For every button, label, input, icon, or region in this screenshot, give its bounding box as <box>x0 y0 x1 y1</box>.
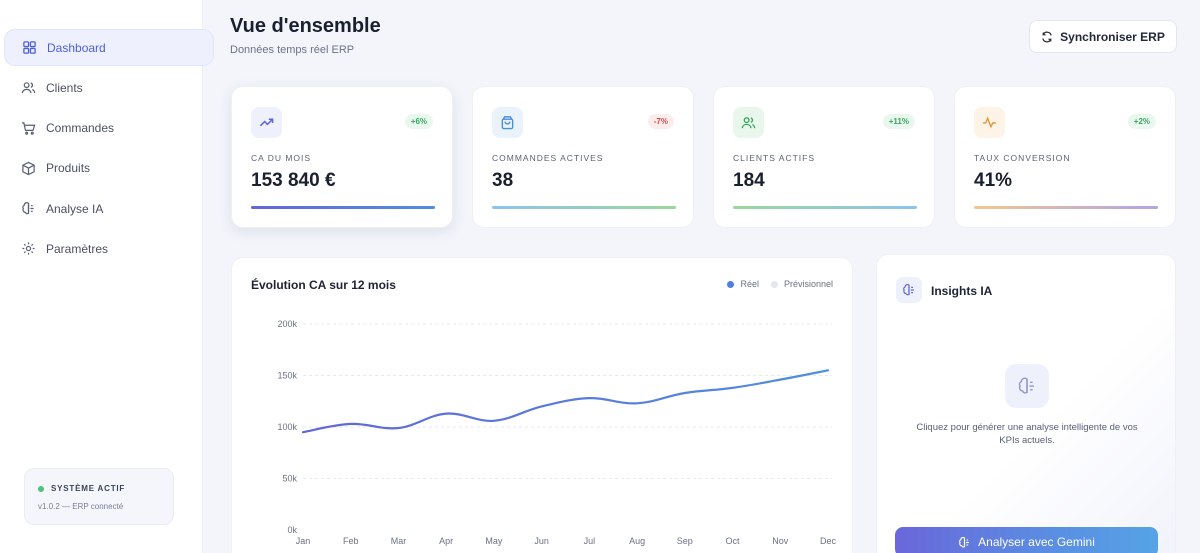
y-tick-label: 100k <box>277 422 297 432</box>
sidebar-item-dashboard[interactable]: Dashboard <box>4 29 214 66</box>
legend-item-previsionnel[interactable]: Prévisionnel <box>770 279 833 289</box>
x-tick-label: Jul <box>584 536 596 546</box>
x-tick-label: Aug <box>629 536 645 546</box>
kpi-value: 41% <box>974 170 1013 191</box>
kpi-value: 38 <box>492 170 514 191</box>
brain-icon <box>1018 377 1034 394</box>
kpi-progress-bar <box>733 206 917 209</box>
kpi-card-conversion[interactable]: +2% TAUX CONVERSION 41% <box>954 86 1176 228</box>
x-tick-label: Feb <box>343 536 359 546</box>
kpi-label: COMMANDES ACTIVES <box>492 153 604 163</box>
series-line-reel <box>301 369 830 434</box>
refresh-icon <box>1042 31 1052 42</box>
sidebar-item-label: Produits <box>46 161 91 176</box>
y-tick-label: 0k <box>287 525 297 535</box>
analyze-gemini-label: Analyser avec Gemini <box>978 535 1095 549</box>
chart-title: Évolution CA sur 12 mois <box>251 278 396 292</box>
sync-erp-button[interactable]: Synchroniser ERP <box>1029 20 1177 53</box>
kpi-trend-badge: +11% <box>882 114 915 129</box>
activity-icon <box>982 116 997 129</box>
kpi-card-ca[interactable]: +6% CA DU MOIS 153 840 € <box>231 86 453 228</box>
sidebar-nav: Dashboard Clients Commandes Produits Ana… <box>4 29 214 271</box>
kpi-progress-bar <box>251 206 435 209</box>
insights-card: Insights IA Cliquez pour générer une ana… <box>876 254 1176 553</box>
system-version: v1.0.2 — ERP connecté <box>38 502 124 511</box>
kpi-icon-box <box>733 107 764 138</box>
analyze-gemini-button[interactable]: Analyser avec Gemini <box>895 527 1158 553</box>
dashboard-grid-icon <box>22 40 37 55</box>
sidebar-item-label: Commandes <box>46 121 115 136</box>
x-tick-label: Nov <box>772 536 789 546</box>
gear-icon <box>21 241 36 256</box>
revenue-chart-card: 0k 50k 100k 150k 200k Jan Feb Mar Apr May Jun Jul Au… <box>231 257 853 553</box>
insights-placeholder-icon-box <box>1005 364 1049 408</box>
x-tick-label: May <box>485 536 503 546</box>
users-icon <box>21 80 36 95</box>
shopping-cart-icon <box>21 121 36 136</box>
legend-label: Prévisionnel <box>783 279 833 289</box>
sidebar-item-label: Dashboard <box>47 40 106 55</box>
kpi-value: 153 840 € <box>251 170 336 191</box>
kpi-progress-bar <box>492 206 676 209</box>
y-tick-label: 150k <box>277 371 297 381</box>
chart-legend: Réel Prévisionnel <box>715 279 833 289</box>
legend-dot-icon <box>770 280 778 288</box>
status-dot-icon <box>38 485 44 492</box>
kpi-label: TAUX CONVERSION <box>974 153 1071 163</box>
insights-title: Insights IA <box>931 284 993 298</box>
legend-item-reel[interactable]: Réel <box>727 279 759 289</box>
kpi-icon-box <box>251 107 282 138</box>
kpi-card-clients[interactable]: +11% CLIENTS ACTIFS 184 <box>713 86 935 228</box>
kpi-trend-badge: +2% <box>1127 114 1156 129</box>
sidebar-item-produits[interactable]: Produits <box>4 150 214 187</box>
system-status-card: SYSTÈME ACTIF v1.0.2 — ERP connecté <box>24 468 174 525</box>
x-tick-label: Mar <box>391 536 407 546</box>
kpi-trend-badge: -7% <box>647 114 674 129</box>
system-status-label: SYSTÈME ACTIF <box>51 484 126 493</box>
x-tick-label: Jun <box>534 536 549 546</box>
y-tick-label: 50k <box>282 474 297 484</box>
x-tick-label: Sep <box>677 536 693 546</box>
kpi-label: CA DU MOIS <box>251 153 312 163</box>
x-tick-label: Jan <box>296 536 311 546</box>
insights-prompt-text: Cliquez pour générer une analyse intelli… <box>916 422 1138 446</box>
system-status: SYSTÈME ACTIF <box>38 484 160 493</box>
users-icon <box>741 117 756 129</box>
sidebar-item-analyse-ia[interactable]: Analyse IA <box>4 190 214 227</box>
brain-icon <box>21 201 36 216</box>
x-tick-label: Dec <box>820 536 837 546</box>
sidebar-item-commandes[interactable]: Commandes <box>4 110 214 147</box>
kpi-trend-badge: +6% <box>404 114 433 129</box>
page-subtitle: Données temps réel ERP <box>230 44 355 56</box>
legend-label: Réel <box>740 279 759 289</box>
sidebar-item-label: Analyse IA <box>46 201 104 216</box>
sidebar-item-label: Clients <box>46 80 83 95</box>
brain-icon <box>959 536 970 548</box>
x-tick-label: Oct <box>726 536 741 546</box>
kpi-icon-box <box>974 107 1005 138</box>
page-title: Vue d'ensemble <box>230 15 381 37</box>
trending-up-icon <box>259 118 274 127</box>
kpi-value: 184 <box>733 170 765 191</box>
shopping-bag-icon <box>501 116 514 130</box>
brain-icon <box>903 284 914 296</box>
sidebar-item-label: Paramètres <box>46 241 109 256</box>
legend-dot-icon <box>727 280 735 288</box>
kpi-progress-bar <box>974 206 1158 209</box>
insights-icon-box <box>896 277 922 303</box>
package-icon <box>21 161 36 176</box>
sync-erp-label: Synchroniser ERP <box>1060 29 1165 44</box>
y-tick-label: 200k <box>277 319 297 329</box>
kpi-icon-box <box>492 107 523 138</box>
sidebar: Dashboard Clients Commandes Produits Ana… <box>0 0 214 553</box>
x-tick-label: Apr <box>439 536 453 546</box>
sidebar-item-clients[interactable]: Clients <box>4 69 214 106</box>
kpi-card-commandes[interactable]: -7% COMMANDES ACTIVES 38 <box>472 86 694 228</box>
kpi-label: CLIENTS ACTIFS <box>733 153 816 163</box>
revenue-line-chart: 0k 50k 100k 150k 200k Jan Feb Mar Apr May Jun Jul Au… <box>277 319 837 546</box>
sidebar-item-parametres[interactable]: Paramètres <box>4 230 214 267</box>
